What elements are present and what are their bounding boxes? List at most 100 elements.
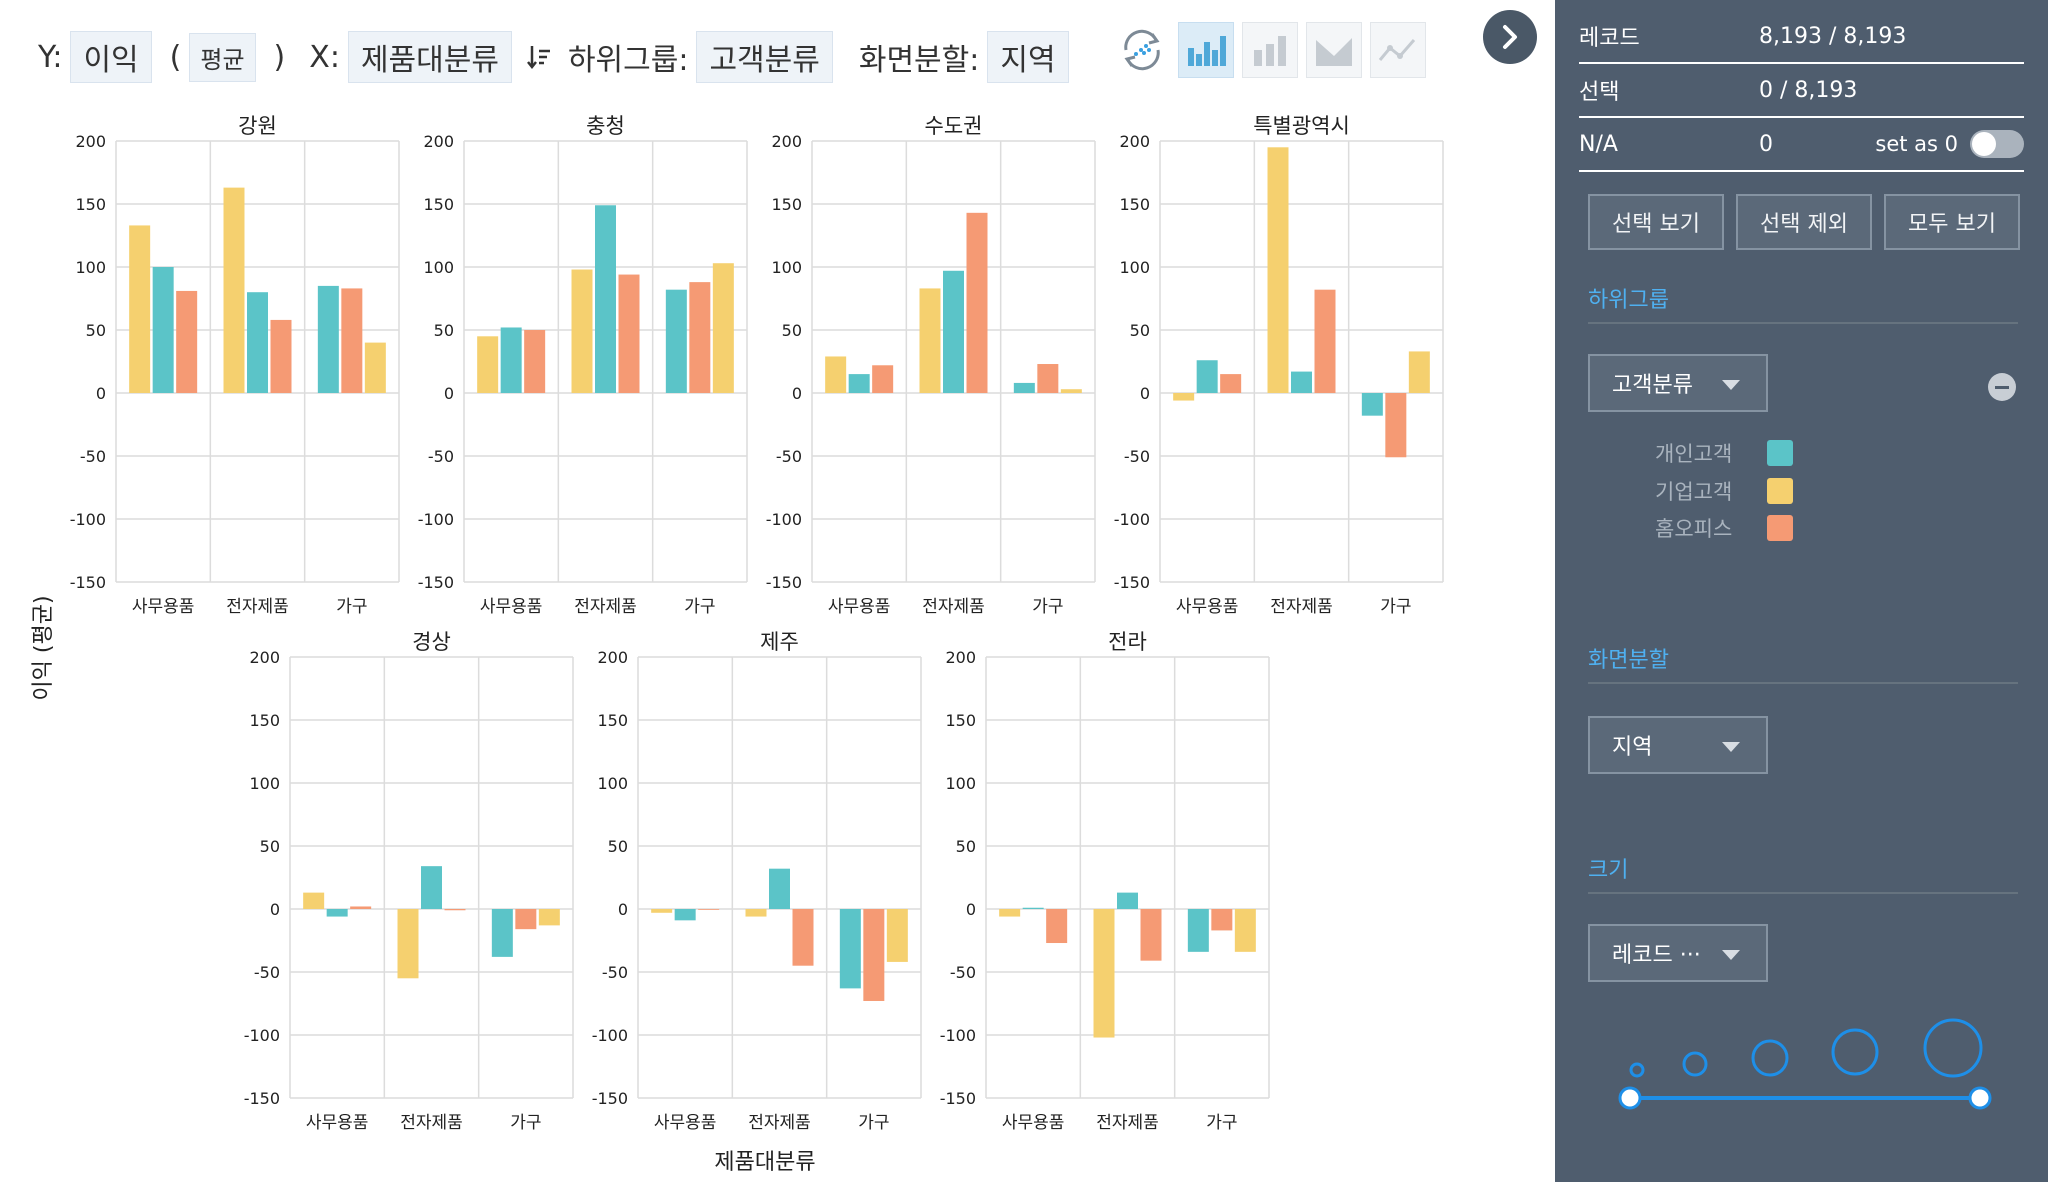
y-tick-label: -100	[766, 510, 802, 529]
encoding-toolbar: Y: 이익 ( 평균 ) X: 제품대분류 하위그룹: 고객분류 화면분할: 지…	[38, 30, 1079, 84]
legend-label: 홈오피스	[1655, 517, 1733, 541]
bar	[745, 909, 767, 917]
control-sidebar: 레코드 8,193 / 8,193 선택 0 / 8,193 N/A 0 set…	[1555, 0, 2048, 1182]
x-tick-label: 가구	[1206, 1113, 1237, 1133]
y-tick-label: -150	[592, 1089, 628, 1108]
y-tick-label: 100	[423, 258, 454, 277]
collapse-panel-button[interactable]	[1483, 10, 1537, 64]
y-tick-label: 100	[249, 774, 280, 793]
x-tick-label: 전자제품	[922, 597, 985, 617]
bar	[444, 909, 466, 911]
y-tick-label: -100	[1114, 510, 1150, 529]
split-dropdown[interactable]: 지역	[1588, 716, 1768, 774]
bar	[1220, 374, 1242, 393]
x-tick-label: 전자제품	[1270, 597, 1333, 617]
selected-row: 선택 0 / 8,193	[1579, 64, 2024, 118]
x-tick-label: 가구	[510, 1113, 541, 1133]
y-tick-label: -100	[940, 1026, 976, 1045]
x-tick-label: 가구	[1380, 597, 1411, 617]
y-field-chip[interactable]: 이익	[70, 31, 152, 83]
legend-swatch[interactable]	[1767, 515, 1793, 541]
legend-label: 기업고객	[1655, 480, 1733, 504]
bar	[1291, 371, 1312, 393]
bar	[1361, 393, 1383, 416]
exclude-selected-button[interactable]: 선택 제외	[1736, 194, 1872, 250]
legend-item[interactable]: 개인고객	[1655, 438, 1793, 468]
x-axis-label: X:	[309, 39, 340, 75]
bar	[712, 263, 734, 393]
split-label: 화면분할:	[858, 43, 980, 78]
bar-chart-gray-icon[interactable]	[1242, 22, 1298, 78]
x-tick-label: 전자제품	[226, 597, 289, 617]
bar	[1196, 360, 1218, 393]
y-tick-label: 0	[966, 900, 976, 919]
selected-value: 0 / 8,193	[1759, 77, 1858, 103]
subgroup-chip[interactable]: 고객분류	[696, 31, 833, 83]
bar	[1060, 389, 1082, 393]
y-tick-label: 150	[249, 711, 280, 730]
show-all-button[interactable]: 모두 보기	[1884, 194, 2020, 250]
panel-title: 전라	[1108, 630, 1147, 654]
sort-icon[interactable]	[526, 42, 554, 72]
bar	[1093, 909, 1115, 1038]
refresh-scatter-icon[interactable]	[1114, 22, 1170, 78]
x-tick-label: 전자제품	[1096, 1113, 1159, 1133]
y-axis-label: Y:	[38, 39, 63, 75]
bar	[618, 274, 640, 393]
y-tick-label: 100	[945, 774, 976, 793]
x-field-chip[interactable]: 제품대분류	[347, 31, 512, 83]
chart-area: Y: 이익 ( 평균 ) X: 제품대분류 하위그룹: 고객분류 화면분할: 지…	[31, 10, 1537, 1175]
size-range-slider[interactable]	[1605, 1008, 2005, 1118]
legend-item[interactable]: 기업고객	[1655, 476, 1793, 506]
bar	[674, 909, 696, 921]
legend-swatch[interactable]	[1767, 478, 1793, 504]
slider-handle-min[interactable]	[1618, 1086, 1642, 1110]
bar	[1037, 364, 1059, 393]
y-tick-label: 100	[75, 258, 106, 277]
aggregation-chip[interactable]: 평균	[189, 32, 256, 82]
bar	[1140, 909, 1162, 961]
x-tick-label: 전자제품	[748, 1113, 811, 1133]
bar	[863, 909, 885, 1001]
subgroup-section-title: 하위그룹	[1588, 282, 2018, 324]
line-chart-icon[interactable]	[1370, 22, 1426, 78]
legend-swatch[interactable]	[1767, 440, 1793, 466]
y-tick-label: -100	[592, 1026, 628, 1045]
chart-type-bar	[1114, 22, 1434, 78]
bar	[341, 288, 363, 393]
area-chart-icon[interactable]	[1306, 22, 1362, 78]
slider-handle-max[interactable]	[1968, 1086, 1992, 1110]
subgroup-dropdown[interactable]: 고객분류	[1588, 354, 1768, 412]
records-label: 레코드	[1579, 26, 1640, 51]
size-dropdown[interactable]: 레코드 ···	[1588, 924, 1768, 982]
set-as-zero-toggle[interactable]	[1970, 130, 2024, 158]
legend-item[interactable]: 홈오피스	[1655, 513, 1793, 543]
x-tick-label: 사무용품	[306, 1113, 369, 1133]
subgroup-label: 하위그룹:	[567, 43, 689, 78]
agg-open-paren: (	[169, 39, 182, 75]
bar	[792, 909, 814, 966]
bar	[689, 282, 711, 393]
bar-chart-icon[interactable]	[1178, 22, 1234, 78]
x-tick-label: 사무용품	[654, 1113, 717, 1133]
bar	[303, 892, 325, 909]
show-selected-button[interactable]: 선택 보기	[1588, 194, 1724, 250]
split-chip[interactable]: 지역	[987, 31, 1069, 83]
set-as-zero-label: set as 0	[1875, 132, 1958, 156]
y-tick-label: -150	[940, 1089, 976, 1108]
y-tick-label: 200	[597, 648, 628, 667]
remove-subgroup-button[interactable]	[1988, 373, 2016, 401]
x-tick-label: 전자제품	[574, 597, 637, 617]
minus-icon	[1995, 385, 2009, 389]
size-preview-circle	[1682, 1051, 1708, 1077]
x-tick-label: 가구	[336, 597, 367, 617]
y-tick-label: -150	[70, 573, 106, 592]
bar	[919, 288, 941, 393]
x-tick-label: 가구	[684, 597, 715, 617]
y-tick-label: 150	[75, 195, 106, 214]
bar	[1013, 382, 1035, 393]
y-tick-label: 150	[771, 195, 802, 214]
y-tick-label: 0	[96, 384, 106, 403]
x-tick-label: 전자제품	[400, 1113, 463, 1133]
bar	[515, 909, 537, 930]
